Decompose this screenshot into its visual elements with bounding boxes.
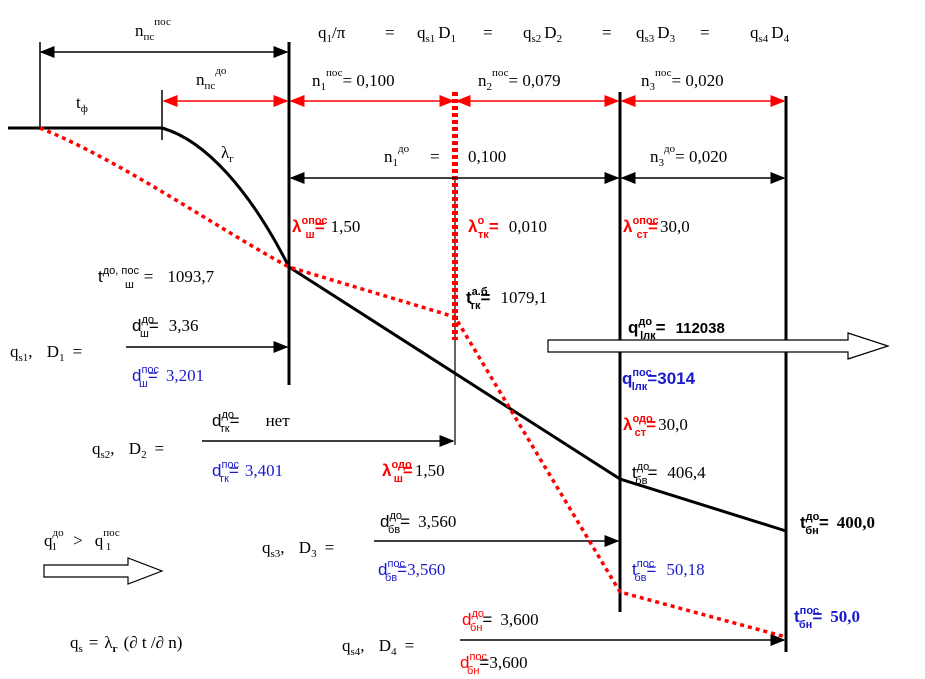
heat-flow-arrow-icon <box>547 332 890 360</box>
n3-pos-label: n3пос= 0,020 <box>641 67 724 93</box>
d-do-bn: dдо бн= 3,600 <box>462 608 539 634</box>
npc-do-label: nпсдо <box>196 65 227 92</box>
row3-flux-label: qs3, D3 = <box>262 538 334 560</box>
t-do-bn: tдо бн= 400,0 <box>800 511 875 537</box>
d-pos-bv: dпос бв=3,560 <box>378 558 445 584</box>
t-do-bv: tдо бв= 406,4 <box>632 461 706 487</box>
d-pos-tk: dпос тк= 3,401 <box>212 459 283 485</box>
row4-flux-label: qs4, D4 = <box>342 636 414 658</box>
n3-do-label: n3до= 0,020 <box>650 143 727 169</box>
flux-equation: q1/π = qs1 D1 = qs2 D2 = qs3 D3 = qs4 D4 <box>318 23 790 46</box>
temperature-profile-after <box>39 126 787 639</box>
q-pos-label: qпос lлк=3014 <box>622 367 696 393</box>
t-pos-bn: tпос бн= 50,0 <box>794 605 860 631</box>
tf-label: tф <box>76 93 88 115</box>
flux-compare-arrow-icon <box>43 557 164 585</box>
lambda-o-tk: λо тк= 0,010 <box>468 215 547 241</box>
lambda-g-label: λг <box>221 143 234 165</box>
q-do-label: qдо lлк= 112038 <box>628 316 725 342</box>
fourier-law: qs = λг (∂ t /∂ n) <box>70 633 182 655</box>
t-do-pos-sh: tдо, пос ш = 1093,7 <box>98 265 215 291</box>
lambda-odo-st: λодо ст= 30,0 <box>623 413 688 439</box>
row1-flux-label: qs1, D1 = <box>10 342 82 364</box>
t-ab-tk: tа.б тк= 1079,1 <box>466 286 547 312</box>
n2-pos-label: n2пос= 0,079 <box>478 67 561 93</box>
lambda-opos-st: λопос ст= 30,0 <box>623 215 690 241</box>
n1-pos-label: n1пос= 0,100 <box>312 67 395 93</box>
n1-do-label: n1до = 0,100 <box>384 143 506 169</box>
d-do-tk: dдо тк= нет <box>212 409 290 435</box>
npc-pos-label: nпспос <box>135 16 171 43</box>
lambda-odo-sh: λодо ш= 1,50 <box>382 459 445 485</box>
flux-inequality: qдо 1 > qпос 1 <box>44 527 120 553</box>
d-pos-sh: dпос ш= 3,201 <box>132 364 204 390</box>
d-pos-bn: dпос бн=3,600 <box>460 651 528 677</box>
d-do-sh: dдо ш= 3,36 <box>132 314 199 340</box>
t-pos-bv: tпос бв= 50,18 <box>632 558 705 584</box>
d-do-bv: dдо бв= 3,560 <box>380 510 456 536</box>
row2-flux-label: qs2, D2 = <box>92 439 164 461</box>
lambda-opos-sh: λопос ш= 1,50 <box>292 215 360 241</box>
temperature-profile-before <box>8 126 787 533</box>
